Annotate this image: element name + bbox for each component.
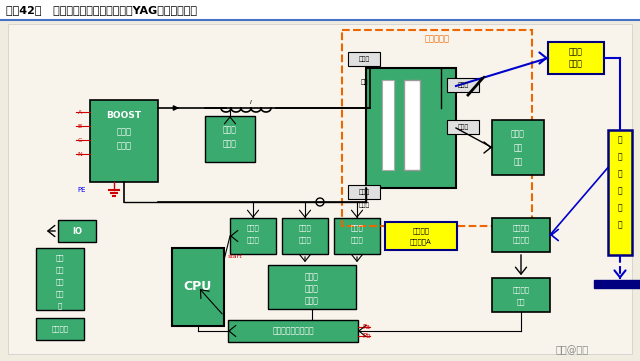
Text: 显示: 显示 — [56, 255, 64, 261]
Text: N: N — [77, 152, 82, 157]
Text: 激光入: 激光入 — [569, 48, 583, 57]
Text: 全反膜: 全反膜 — [358, 189, 370, 195]
Bar — [205, 116, 255, 162]
Bar — [447, 78, 479, 92]
Text: 存储单元: 存储单元 — [51, 326, 68, 332]
Text: 图表42：   能量负反馈技术原理图（以YAG激光器为例）: 图表42： 能量负反馈技术原理图（以YAG激光器为例） — [6, 5, 197, 15]
Text: 射单元: 射单元 — [569, 60, 583, 69]
Text: 功率检测A: 功率检测A — [410, 239, 432, 245]
Text: 制单元: 制单元 — [246, 237, 259, 243]
Bar — [172, 248, 224, 326]
Text: 测电路: 测电路 — [351, 237, 364, 243]
Text: 电路: 电路 — [516, 299, 525, 305]
Text: 氦光灯: 氦光灯 — [358, 202, 370, 208]
Bar — [0, 0, 640, 20]
Bar — [348, 52, 380, 66]
Text: 电压检: 电压检 — [351, 225, 364, 231]
Text: start: start — [228, 253, 243, 258]
Text: 反馈控制及切换电路: 反馈控制及切换电路 — [272, 326, 314, 335]
Text: 流量控: 流量控 — [246, 225, 259, 231]
Text: 算电路: 算电路 — [305, 296, 319, 305]
Bar — [36, 248, 84, 310]
Text: 激光发生器: 激光发生器 — [424, 35, 449, 43]
Bar — [404, 80, 420, 170]
Text: 射: 射 — [618, 187, 622, 196]
Text: CPU: CPU — [184, 280, 212, 293]
Bar — [447, 120, 479, 134]
Text: 出: 出 — [618, 170, 622, 178]
Bar — [492, 278, 550, 312]
Text: 激光器: 激光器 — [511, 130, 525, 139]
Text: 功率检测: 功率检测 — [513, 237, 529, 243]
Text: 激光输出: 激光输出 — [413, 228, 429, 234]
Bar — [608, 130, 632, 255]
Text: A: A — [77, 109, 82, 114]
Bar — [382, 80, 394, 170]
Text: 动电路: 动电路 — [223, 139, 237, 148]
Text: 光: 光 — [618, 152, 622, 161]
Text: 单元: 单元 — [513, 157, 523, 166]
Bar — [548, 42, 604, 74]
Bar — [492, 120, 544, 175]
Text: C: C — [77, 138, 82, 143]
Text: Pa: Pa — [362, 324, 370, 330]
Text: 入输: 入输 — [56, 279, 64, 285]
Text: 元: 元 — [618, 221, 622, 230]
Bar — [492, 218, 550, 252]
Text: 元: 元 — [58, 303, 62, 309]
Bar — [36, 318, 84, 340]
Bar — [348, 185, 380, 199]
Text: 冷却: 冷却 — [513, 144, 523, 152]
Text: 测电路: 测电路 — [299, 237, 312, 243]
Text: 投入电: 投入电 — [305, 273, 319, 282]
Bar — [334, 218, 380, 254]
Text: 激光棒: 激光棒 — [458, 124, 468, 130]
Bar — [385, 222, 457, 250]
Text: 全反膜: 全反膜 — [358, 56, 370, 62]
Text: 误差放大: 误差放大 — [513, 287, 529, 293]
Bar — [58, 220, 96, 242]
Text: IO: IO — [72, 226, 82, 235]
Text: 电流检: 电流检 — [299, 225, 312, 231]
Text: 功率计: 功率计 — [305, 284, 319, 293]
Text: 激光输出: 激光输出 — [513, 225, 529, 231]
Bar — [594, 280, 640, 288]
Text: I: I — [250, 100, 252, 105]
Text: 开关驱: 开关驱 — [223, 126, 237, 135]
Text: 头条@认是: 头条@认是 — [556, 345, 589, 355]
Text: 氙灯: 氙灯 — [360, 79, 368, 85]
Text: Pb: Pb — [362, 333, 371, 339]
Text: BOOST: BOOST — [106, 112, 141, 121]
Text: PE: PE — [77, 187, 86, 193]
Text: 单: 单 — [618, 204, 622, 213]
Bar — [228, 320, 358, 342]
Text: 激: 激 — [618, 135, 622, 144]
Text: 出单: 出单 — [56, 291, 64, 297]
Text: 电电路: 电电路 — [116, 142, 131, 151]
Text: B: B — [77, 123, 82, 129]
Bar — [268, 265, 356, 309]
Bar — [366, 68, 456, 188]
Bar — [230, 218, 276, 254]
Text: 升压充: 升压充 — [116, 127, 131, 136]
Bar — [282, 218, 328, 254]
Bar — [90, 100, 158, 182]
Text: 及输: 及输 — [56, 267, 64, 273]
Text: 输出端: 输出端 — [458, 82, 468, 88]
Bar — [342, 30, 532, 226]
